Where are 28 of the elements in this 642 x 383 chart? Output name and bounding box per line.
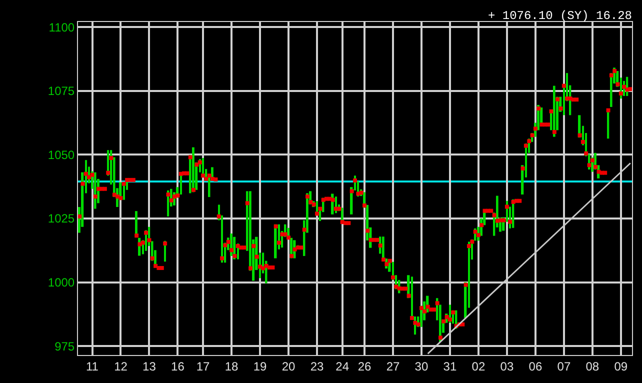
x-tick-label: 31 xyxy=(443,359,457,374)
x-tick-label: 16 xyxy=(171,359,185,374)
chart-title: + 1076.10 (SY) 16.28 xyxy=(488,9,632,23)
x-tick-label: 27 xyxy=(386,359,400,374)
y-tick-label: 975 xyxy=(54,339,75,354)
y-tick-label: 1075 xyxy=(48,84,75,98)
y-tick-label: 1000 xyxy=(48,275,75,290)
x-tick-label: 06 xyxy=(528,359,542,374)
x-tick-label: 09 xyxy=(614,359,628,374)
x-tick-label: 17 xyxy=(196,359,210,374)
x-tick-label: 07 xyxy=(557,359,571,374)
x-tick-label: 13 xyxy=(142,359,156,374)
x-tick-label: 20 xyxy=(282,359,296,374)
x-tick-label: 03 xyxy=(500,359,514,374)
x-tick-label: 30 xyxy=(414,359,428,374)
x-tick-label: 08 xyxy=(586,359,600,374)
x-tick-label: 02 xyxy=(472,359,486,374)
x-tick-label: 18 xyxy=(224,359,239,374)
x-tick-label: 26 xyxy=(358,359,372,374)
x-tick-label: 24 xyxy=(336,359,350,374)
y-tick-label: 1100 xyxy=(48,20,75,34)
x-tick-label: 12 xyxy=(114,359,128,374)
x-tick-label: 19 xyxy=(253,359,268,374)
x-tick-label: 11 xyxy=(86,359,99,374)
bar xyxy=(553,86,556,137)
x-tick-label: 23 xyxy=(310,359,324,374)
y-tick-label: 1025 xyxy=(48,212,75,226)
y-tick-label: 1050 xyxy=(48,148,75,162)
